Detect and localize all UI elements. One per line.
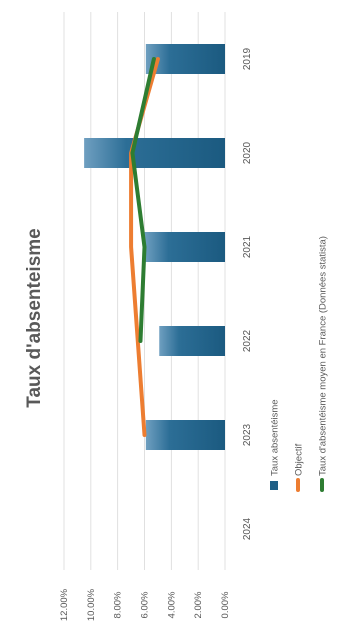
category-label: 2019 bbox=[242, 47, 253, 70]
category-label: 2021 bbox=[242, 235, 253, 258]
category-axis: 2019 2020 2021 2022 2023 2024 bbox=[242, 47, 253, 540]
series-line bbox=[130, 57, 156, 343]
bar-series bbox=[84, 44, 225, 450]
bar bbox=[144, 232, 225, 262]
value-axis-ticks: 0.00% 2.00% 4.00% 6.00% 8.00% 10.00% 12.00% bbox=[59, 588, 231, 621]
legend-swatch bbox=[270, 481, 278, 490]
value-tick-label: 8.00% bbox=[113, 591, 124, 618]
value-tick-label: 2.00% bbox=[193, 591, 204, 618]
value-tick-label: 0.00% bbox=[220, 591, 231, 618]
legend-item: Taux d'absentéisme moyen en France (Donn… bbox=[318, 236, 329, 492]
legend-item: Taux absentéisme bbox=[270, 399, 281, 490]
category-label: 2024 bbox=[242, 517, 253, 540]
bar bbox=[159, 326, 225, 356]
line-series bbox=[129, 57, 160, 437]
category-label: 2020 bbox=[242, 141, 253, 164]
legend-label: Taux d'absentéisme moyen en France (Donn… bbox=[318, 236, 329, 476]
legend: Taux absentéisme Objectif Taux d'absentéis… bbox=[270, 236, 329, 492]
value-tick-label: 6.00% bbox=[140, 591, 151, 618]
bar bbox=[145, 420, 225, 450]
bar bbox=[84, 138, 225, 168]
value-tick-label: 10.00% bbox=[86, 588, 97, 621]
legend-item: Objectif bbox=[294, 443, 305, 492]
legend-label: Objectif bbox=[294, 443, 305, 476]
chart-title: Taux d'absenteisme bbox=[24, 228, 45, 407]
value-tick-label: 4.00% bbox=[166, 591, 177, 618]
category-label: 2023 bbox=[242, 423, 253, 446]
value-tick-label: 12.00% bbox=[59, 588, 70, 621]
category-label: 2022 bbox=[242, 329, 253, 352]
legend-label: Taux absentéisme bbox=[270, 399, 281, 476]
